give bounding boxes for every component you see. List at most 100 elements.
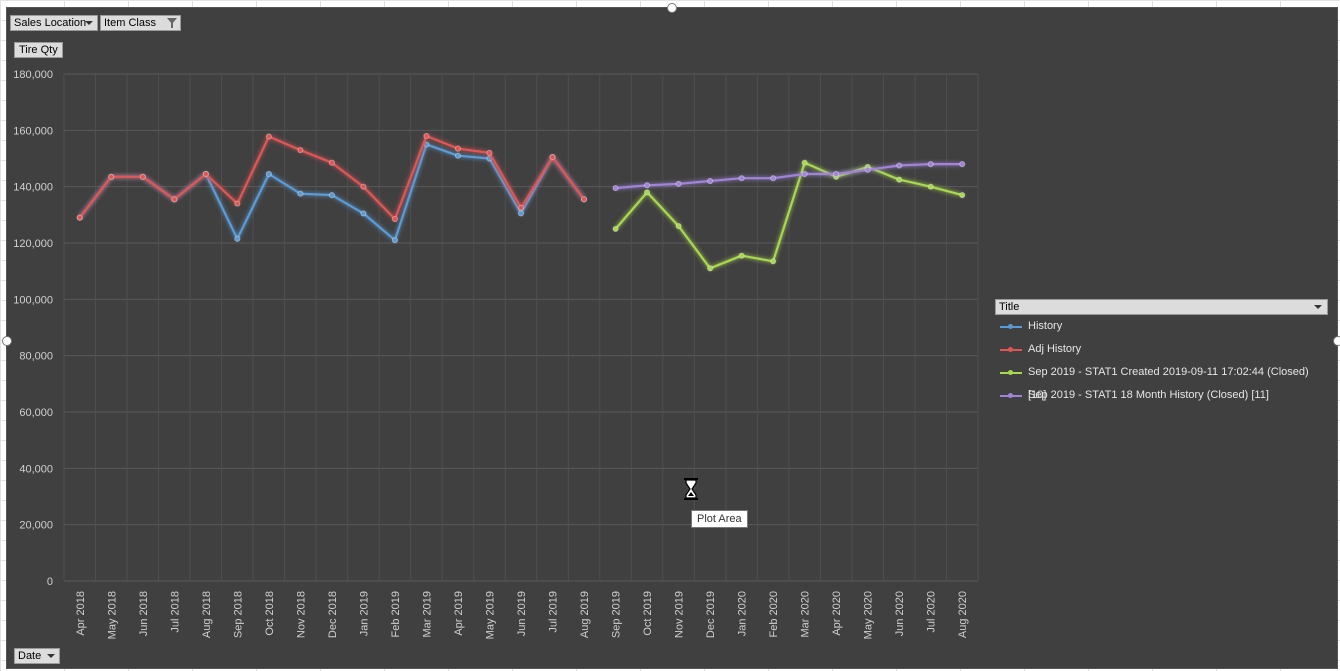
data-point [265,133,272,140]
data-point [517,210,525,217]
data-point [108,173,115,180]
data-point [391,215,399,223]
data-point [833,170,840,178]
data-point [927,161,934,168]
legend-item-stat1-history[interactable]: Sep 2019 - STAT1 18 Month History (Close… [995,384,1328,407]
x-tick-label: May 2020 [863,591,875,639]
y-field-button[interactable]: Tire Qty [14,42,63,58]
data-point [76,214,83,221]
x-tick-label: Jan 2020 [737,591,749,636]
sales-location-label: Sales Location [14,17,87,29]
date-filter-button[interactable]: Date [14,648,60,664]
x-tick-label: Mar 2019 [421,591,433,637]
data-point [927,183,934,190]
data-point [707,177,714,185]
data-point [707,265,714,272]
legend-label: Sep 2019 - STAT1 Created 2019-09-11 17:0… [1028,366,1309,401]
series-line-1 [78,134,585,221]
data-point [423,132,430,140]
data-point [454,145,462,152]
x-tick-label: Jul 2018 [169,591,181,633]
pivot-chart[interactable] [6,7,1338,669]
chevron-down-icon [47,654,55,658]
x-tick-label: Apr 2018 [75,591,87,636]
x-tick-label: Oct 2018 [264,591,276,636]
tooltip-text: Plot Area [697,513,742,525]
data-point [234,200,241,207]
x-tick-label: Aug 2020 [957,591,969,638]
data-point [896,162,903,169]
x-tick-label: Sep 2019 [611,591,623,638]
x-tick-label: Jul 2019 [548,591,560,633]
data-point [643,182,651,189]
legend-label: Sep 2019 - STAT1 18 Month History (Close… [1028,389,1269,401]
data-point [612,225,619,233]
y-tick-label: 160,000 [13,125,53,137]
data-point [549,153,556,161]
legend-item-history[interactable]: History [995,315,1328,338]
x-tick-label: Nov 2019 [674,591,686,638]
data-point [297,190,304,197]
data-point [801,170,808,178]
legend-label: Adj History [1028,343,1082,355]
data-point [454,152,462,159]
data-point [738,252,745,259]
resize-handle-top[interactable] [667,3,677,13]
data-point [297,146,304,154]
x-tick-label: Aug 2018 [201,591,213,638]
resize-handle-left[interactable] [2,336,12,346]
data-point [580,196,588,203]
y-tick-label: 20,000 [19,520,53,532]
legend-item-stat1-created[interactable]: Sep 2019 - STAT1 Created 2019-09-11 17:0… [995,361,1328,401]
item-class-filter-button[interactable]: Item Class [100,15,181,31]
x-tick-label: Jan 2019 [358,591,370,636]
data-point [202,170,209,178]
data-point [391,237,399,244]
x-tick-label: Nov 2018 [295,591,307,638]
data-point [234,235,241,242]
x-tick-label: May 2019 [484,591,496,639]
x-tick-label: Jun 2019 [516,591,528,636]
data-point [770,175,777,182]
hourglass-cursor-icon [684,478,698,500]
y-tick-label: 120,000 [13,238,53,250]
data-point [643,189,651,196]
y-field-label: Tire Qty [19,44,58,56]
series-line-3 [615,163,963,190]
y-tick-label: 100,000 [13,294,53,306]
x-tick-label: Apr 2019 [453,591,465,636]
data-point [896,176,903,183]
y-tick-label: 140,000 [13,182,53,194]
sales-location-filter-button[interactable]: Sales Location [10,15,98,31]
date-filter-label: Date [18,650,42,662]
x-tick-label: Aug 2019 [579,591,591,638]
y-tick-label: 60,000 [19,407,53,419]
data-point [770,258,777,265]
data-point [360,183,367,190]
y-tick-label: 0 [47,576,53,588]
data-point [486,149,493,156]
legend-item-adj-history[interactable]: Adj History [995,338,1328,361]
data-point [959,161,966,168]
data-point [265,170,272,178]
data-point [171,196,178,203]
data-point [139,173,146,180]
data-point [328,159,335,166]
legend-title: Title [999,301,1020,313]
y-tick-label: 180,000 [13,69,53,81]
x-tick-label: Jun 2018 [138,591,150,636]
legend-title-filter[interactable]: Title [995,299,1328,315]
x-tick-label: May 2018 [106,591,118,639]
x-tick-label: Mar 2020 [800,591,812,637]
data-point [675,223,682,230]
data-point [612,184,619,192]
legend: Title History Adj History Sep 2019 - STA… [995,299,1328,407]
x-tick-label: Sep 2018 [232,591,244,638]
x-tick-label: Jul 2020 [926,591,938,633]
x-tick-label: Dec 2019 [705,591,717,638]
data-point [517,204,525,211]
data-point [328,192,335,199]
x-tick-label: Feb 2020 [768,591,780,637]
resize-handle-right[interactable] [1333,336,1340,346]
